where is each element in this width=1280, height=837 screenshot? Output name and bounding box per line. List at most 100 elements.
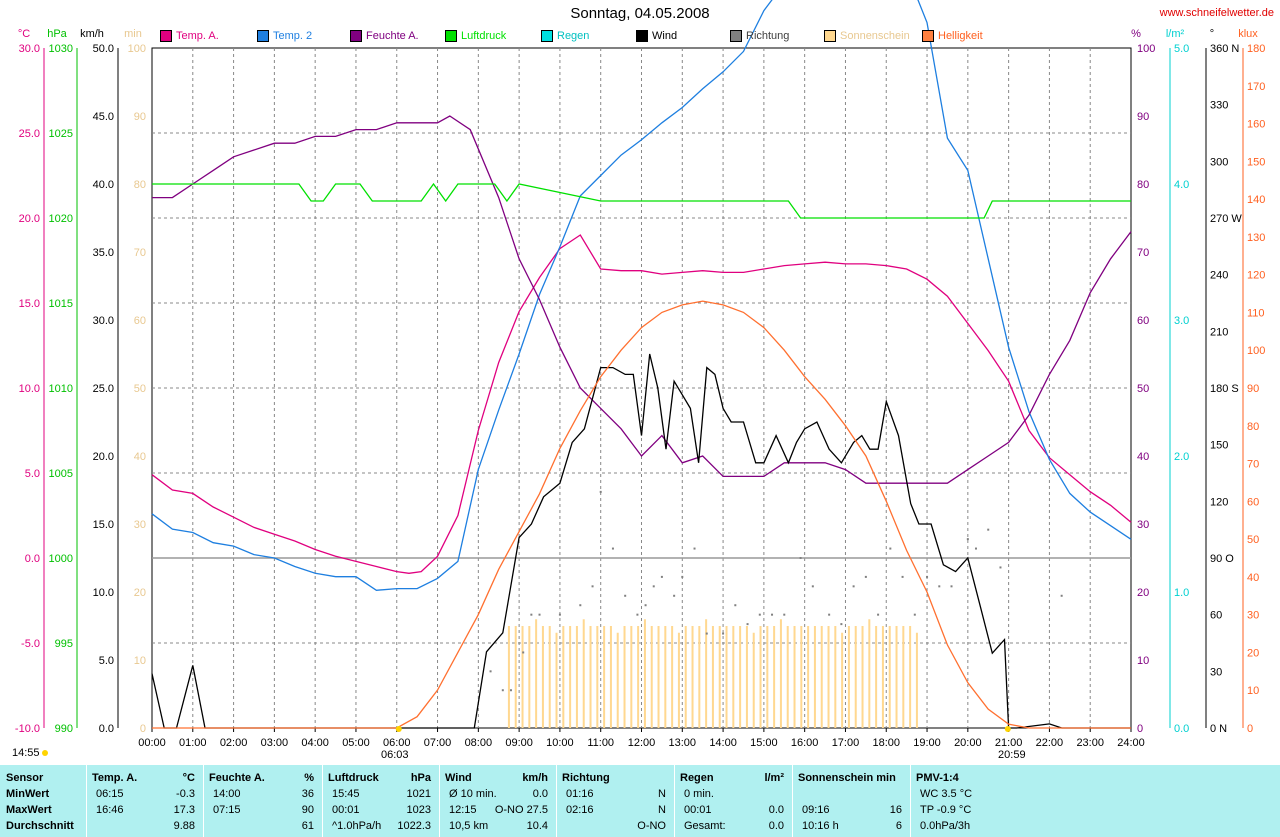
direction-point [693, 547, 696, 550]
direction-point [705, 632, 708, 635]
stats-header: PMV-1:4 [916, 772, 959, 784]
corner-time: 14:55 [12, 747, 48, 759]
axis-tick-label: 150 [1210, 440, 1228, 452]
stats-row-label: MaxWert [6, 804, 52, 816]
axis-tick-label: 15.0 [93, 519, 114, 531]
direction-point [811, 585, 814, 588]
x-tick-label: 19:00 [913, 737, 941, 749]
direction-point [1060, 594, 1063, 597]
stats-panel: Sensor MinWert MaxWert Durchschnitt Temp. A.… [0, 765, 1280, 837]
axis-tick-label: 270 W [1210, 213, 1242, 225]
axis-tick-label: 90 [1247, 383, 1259, 395]
axis-tick-label: 1.0 [1174, 587, 1189, 599]
series-line-feuchte-a- [152, 115, 1132, 484]
stats-value: O-NO 27.5 [494, 804, 548, 816]
axis-tick-label: 1005 [49, 468, 73, 480]
axis-tick-label: 210 [1210, 326, 1228, 338]
x-tick-label: 22:00 [1036, 737, 1064, 749]
stats-time: 10:16 h [802, 820, 839, 832]
axis-tick-label: 0.0 [25, 553, 40, 565]
stats-row-label: Durchschnitt [6, 820, 74, 832]
x-tick-label: 10:00 [546, 737, 574, 749]
stats-column-divider [792, 765, 793, 837]
axis-tick-label: 20 [1247, 647, 1259, 659]
stats-time: 00:01 [684, 804, 712, 816]
direction-point [746, 623, 749, 626]
legend-item: Regen [541, 30, 589, 42]
axis-unit-label: km/h [80, 28, 104, 40]
stats-time: ^1.0hPa/h [332, 820, 382, 832]
axis-tick-label: 0 [140, 723, 146, 735]
legend-label: Luftdruck [461, 30, 507, 42]
x-tick-label: 20:00 [954, 737, 982, 749]
stats-time: Ø 10 min. [449, 788, 497, 800]
direction-point [938, 585, 941, 588]
axis-tick-label: 5.0 [99, 655, 114, 667]
direction-point [636, 613, 639, 616]
x-tick-label: 11:00 [587, 737, 614, 749]
stats-value: 0.0 [768, 804, 784, 816]
axis-tick-label: 40 [1137, 451, 1149, 463]
direction-point [501, 689, 504, 692]
legend-item: Richtung [730, 30, 789, 42]
series-line-wind [151, 353, 1131, 729]
stats-column-divider [439, 765, 440, 837]
legend-label: Feuchte A. [366, 30, 419, 42]
axis-tick-label: 50.0 [93, 43, 114, 55]
stats-column-divider [556, 765, 557, 837]
direction-point [652, 585, 655, 588]
stats-value: 61 [301, 820, 314, 832]
stats-time: WC 3.5 °C [920, 788, 973, 800]
axis-tick-label: 10.0 [93, 587, 114, 599]
stats-time: 16:46 [96, 804, 124, 816]
direction-point [734, 604, 737, 607]
axis-tick-label: 60 [1210, 610, 1222, 622]
stats-time: 07:15 [213, 804, 241, 816]
axis-unit-label: klux [1238, 28, 1258, 40]
axis-tick-label: 180 S [1210, 383, 1239, 395]
axis-unit-label: °C [18, 28, 30, 40]
direction-point [722, 632, 725, 635]
stats-time: 0.0hPa/3h [920, 820, 971, 832]
stats-value: 9.88 [173, 820, 195, 832]
x-tick-label: 06:00 [383, 737, 411, 749]
direction-point [489, 670, 492, 673]
chart-title: Sonntag, 04.05.2008 [570, 5, 710, 22]
direction-point [579, 604, 582, 607]
series-line-temp- [151, 0, 1132, 591]
axis-tick-label: 1025 [49, 128, 73, 140]
axis-tick-label: 4.0 [1174, 179, 1189, 191]
direction-point [913, 613, 916, 616]
axis-tick-label: 2.0 [1174, 451, 1189, 463]
axis-tick-label: 50 [1137, 383, 1149, 395]
stats-time: Gesamt: [684, 820, 726, 832]
stats-time: 06:15 [96, 788, 124, 800]
axis-tick-label: 20 [1137, 587, 1149, 599]
direction-point [522, 651, 525, 654]
x-tick-label: 04:00 [301, 737, 329, 749]
direction-point [624, 594, 627, 597]
x-tick-label: 21:00 [995, 737, 1023, 749]
axis-tick-label: 40 [134, 451, 146, 463]
axis-tick-label: 30 [1247, 610, 1259, 622]
stats-value: 0.0 [768, 820, 784, 832]
axis-tick-label: 90 O [1210, 553, 1234, 565]
stats-value: 17.3 [173, 804, 195, 816]
x-tick-label: 01:00 [179, 737, 207, 749]
direction-point [758, 613, 761, 616]
axis-tick-label: 140 [1247, 194, 1265, 206]
x-tick-label: 00:00 [138, 737, 166, 749]
legend-swatch [730, 30, 742, 42]
direction-point [840, 623, 843, 626]
stats-header: Luftdruck [328, 772, 379, 784]
axis-tick-label: 100 [128, 43, 146, 55]
axis-tick-label: 70 [1247, 459, 1259, 471]
axis-tick-label: -5.0 [21, 638, 40, 650]
direction-point [509, 689, 512, 692]
axis-tick-label: 300 [1210, 156, 1228, 168]
legend-item: Wind [636, 30, 677, 42]
legend-swatch [350, 30, 362, 42]
site-link[interactable]: www.schneifelwetter.de [1159, 7, 1274, 19]
stats-row-label: MinWert [6, 788, 50, 800]
